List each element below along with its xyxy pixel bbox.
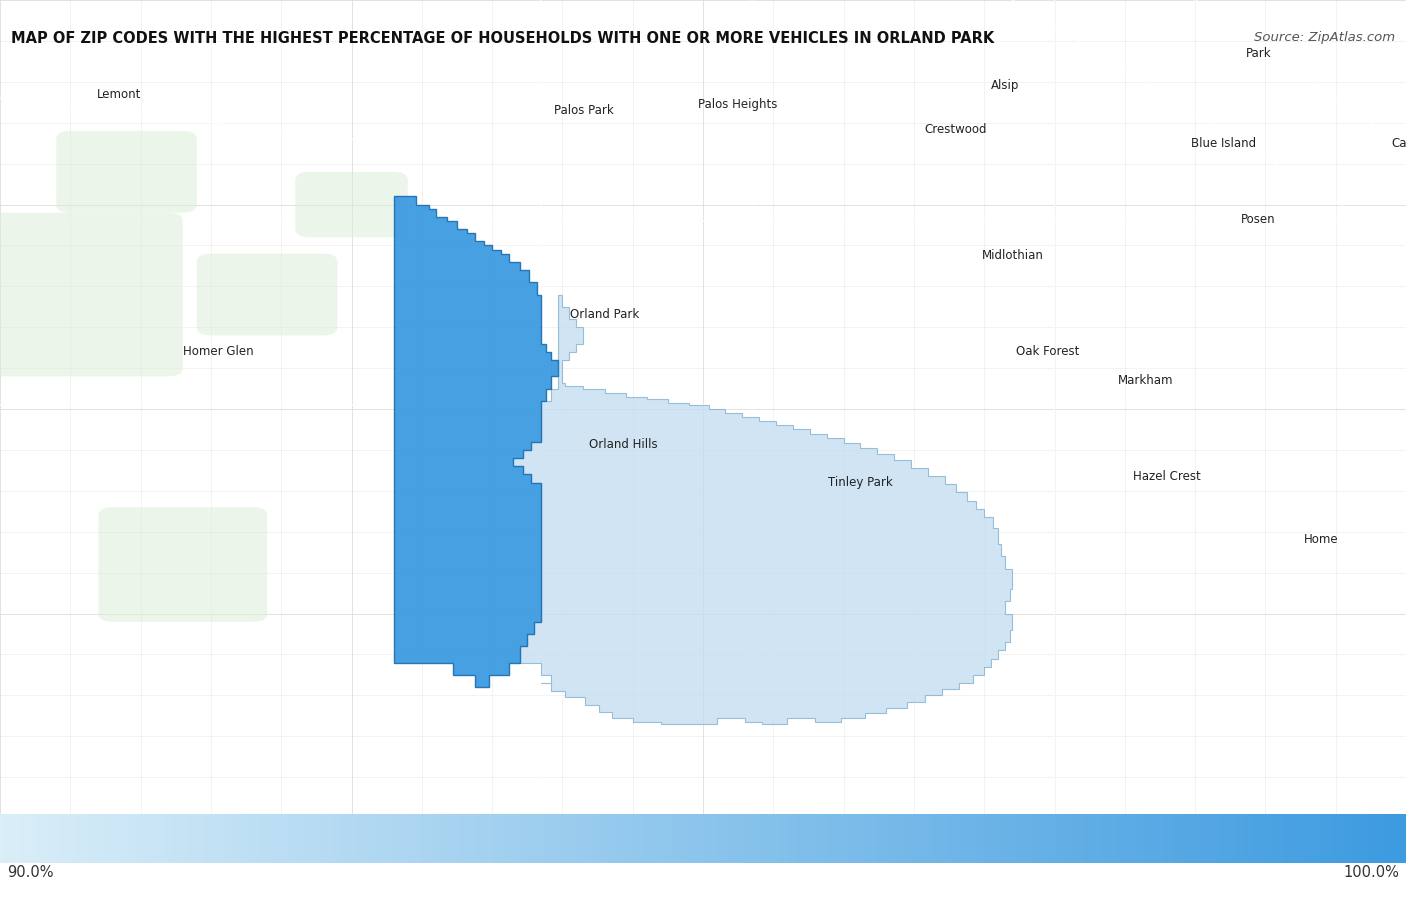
Text: Midlothian: Midlothian — [981, 249, 1043, 262]
Text: MAP OF ZIP CODES WITH THE HIGHEST PERCENTAGE OF HOUSEHOLDS WITH ONE OR MORE VEHI: MAP OF ZIP CODES WITH THE HIGHEST PERCEN… — [11, 31, 994, 47]
Text: 90.0%: 90.0% — [7, 865, 53, 880]
FancyBboxPatch shape — [98, 507, 267, 622]
Text: Posen: Posen — [1241, 213, 1275, 226]
Text: Source: ZipAtlas.com: Source: ZipAtlas.com — [1254, 31, 1395, 44]
FancyBboxPatch shape — [56, 131, 197, 213]
Text: Orland Park: Orland Park — [569, 308, 640, 322]
FancyBboxPatch shape — [0, 213, 183, 377]
Text: Orland Hills: Orland Hills — [589, 438, 657, 450]
Text: Hazel Crest: Hazel Crest — [1133, 469, 1201, 483]
FancyBboxPatch shape — [295, 172, 408, 237]
Text: Homer Glen: Homer Glen — [183, 345, 253, 359]
Text: Blue Island: Blue Island — [1191, 137, 1256, 149]
Text: Lemont: Lemont — [97, 87, 142, 101]
Polygon shape — [513, 295, 1012, 724]
Text: Palos Park: Palos Park — [554, 104, 613, 117]
Text: Alsip: Alsip — [991, 79, 1019, 93]
Text: Palos Heights: Palos Heights — [699, 98, 778, 111]
FancyBboxPatch shape — [197, 254, 337, 335]
Text: 100.0%: 100.0% — [1343, 865, 1399, 880]
Text: Oak Forest: Oak Forest — [1015, 345, 1080, 359]
Text: Home: Home — [1305, 533, 1339, 547]
Text: Crestwood: Crestwood — [925, 123, 987, 136]
Text: Markham: Markham — [1118, 374, 1174, 387]
Polygon shape — [394, 196, 558, 687]
Text: Park: Park — [1246, 47, 1271, 59]
Text: Tinley Park: Tinley Park — [828, 476, 893, 489]
Text: Ca: Ca — [1391, 137, 1406, 149]
